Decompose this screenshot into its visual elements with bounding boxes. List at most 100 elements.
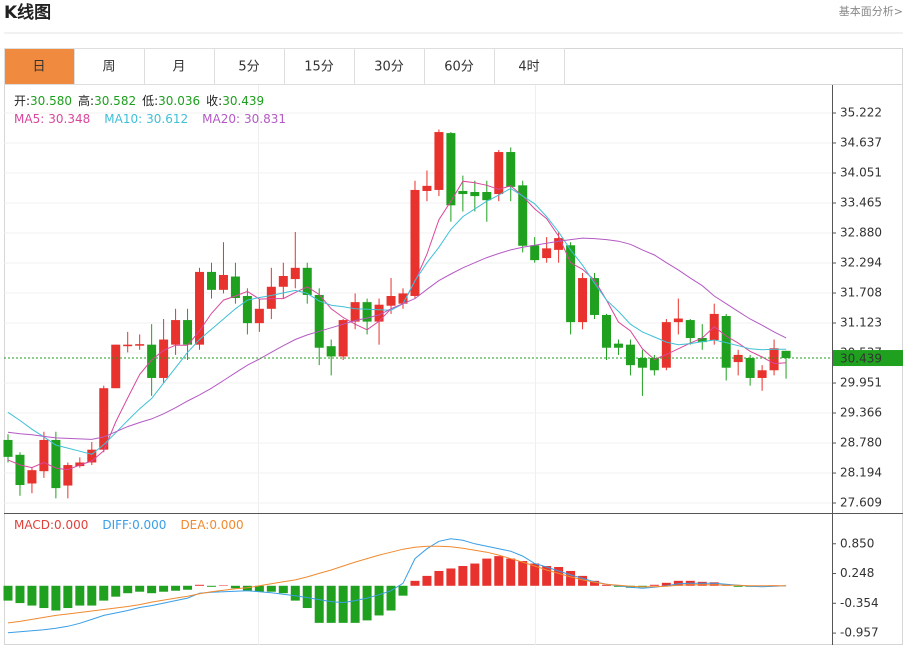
- legend-value: 0.000: [132, 518, 166, 532]
- tab-label[interactable]: 月: [172, 60, 185, 75]
- candle-body: [518, 185, 528, 246]
- candle-body: [314, 294, 324, 348]
- tab-label[interactable]: 周: [102, 60, 115, 75]
- candle-body: [206, 271, 216, 290]
- macd-bar: [506, 558, 516, 586]
- candle-body: [87, 449, 97, 463]
- tab-label[interactable]: 5分: [238, 60, 259, 75]
- tab-bg[interactable]: [4, 48, 75, 85]
- legend-value: 30.036: [158, 94, 200, 108]
- candle-body: [733, 354, 743, 363]
- y-tick-label: 0.850: [840, 536, 874, 550]
- legend-label: DEA:: [180, 518, 209, 532]
- y-tick-label: -0.957: [840, 626, 879, 640]
- candle-body: [506, 152, 516, 187]
- candle-body: [685, 320, 695, 338]
- macd-bar: [254, 585, 264, 592]
- candle-body: [195, 271, 205, 345]
- candle-body: [386, 295, 396, 306]
- candle-body: [230, 276, 240, 299]
- candle-body: [338, 320, 348, 357]
- y-tick-label: 35.222: [840, 106, 882, 120]
- macd-bar: [302, 585, 312, 609]
- legend-label: MA5:: [14, 112, 44, 126]
- candle-body: [769, 348, 779, 371]
- legend-label: DIFF:: [102, 518, 132, 532]
- tab-label[interactable]: 4时: [518, 60, 539, 75]
- tab-bg[interactable]: [284, 48, 355, 85]
- macd-bar: [314, 585, 324, 623]
- candle-body: [326, 346, 336, 357]
- candle-body: [470, 191, 480, 197]
- candle-body: [542, 248, 552, 259]
- y-tick-label: 31.708: [840, 286, 882, 300]
- macd-bar: [458, 566, 468, 586]
- candle-body: [51, 439, 61, 489]
- legend-value: 30.612: [146, 112, 188, 126]
- candle-body: [123, 344, 133, 347]
- legend-label: MA10:: [104, 112, 142, 126]
- macd-bar: [434, 570, 444, 586]
- legend-value: 0.000: [209, 518, 243, 532]
- candle-body: [398, 293, 408, 304]
- candle-body: [147, 344, 157, 378]
- candle-body: [171, 320, 181, 345]
- candle-body: [554, 238, 564, 250]
- macd-bar: [410, 580, 420, 586]
- candle-body: [697, 338, 707, 343]
- candle-body: [362, 302, 372, 322]
- macd-bar: [159, 585, 169, 592]
- macd-bar: [386, 585, 396, 611]
- candle-body: [637, 357, 647, 368]
- macd-bar: [206, 585, 216, 587]
- legend-label: MACD:: [14, 518, 54, 532]
- macd-bar: [422, 575, 432, 586]
- legend-value: 30.439: [222, 94, 264, 108]
- candle-body: [494, 152, 504, 195]
- tab-label[interactable]: 60分: [444, 60, 474, 75]
- legend-label: 低:: [142, 94, 158, 108]
- macd-bar: [290, 585, 300, 601]
- tab-label[interactable]: 15分: [304, 60, 334, 75]
- candle-body: [218, 274, 228, 290]
- candle-body: [159, 339, 169, 378]
- candle-body: [458, 190, 468, 195]
- candle-body: [254, 308, 264, 324]
- macd-bar: [51, 585, 61, 611]
- y-tick-label: 33.465: [840, 196, 882, 210]
- macd-bar: [27, 585, 37, 606]
- tab-bg[interactable]: [74, 48, 145, 85]
- tab-label[interactable]: 日: [32, 60, 45, 75]
- macd-bar: [590, 580, 600, 586]
- ma-legend: MA5: 30.348 MA10: 30.612 MA20: 30.831: [14, 112, 286, 126]
- candle-body: [625, 344, 635, 366]
- candle-body: [673, 318, 683, 323]
- y-tick-label: -0.354: [840, 596, 879, 610]
- tab-bg[interactable]: [494, 48, 565, 85]
- macd-bar: [697, 581, 707, 586]
- legend-label: 收:: [206, 94, 222, 108]
- candle-body: [446, 133, 456, 206]
- candle-body: [482, 191, 492, 201]
- tab-bg[interactable]: [144, 48, 215, 85]
- macd-bar: [530, 563, 540, 586]
- macd-bar: [482, 558, 492, 586]
- legend-label: 高:: [78, 93, 94, 108]
- tab-label[interactable]: 30分: [374, 60, 404, 75]
- y-tick-label: 0.248: [840, 566, 874, 580]
- legend-value: 0.000: [54, 518, 88, 532]
- macd-bar: [326, 585, 336, 623]
- last-price-label: 30.439: [840, 352, 882, 366]
- candle-body: [602, 314, 611, 348]
- macd-bar: [63, 585, 73, 609]
- candle-body: [290, 267, 300, 280]
- candle-body: [63, 465, 73, 486]
- macd-bar: [183, 585, 193, 590]
- macd-bar: [278, 585, 288, 594]
- ohlc-legend: 开:30.580 高:30.582 低:30.036 收:30.439: [14, 93, 264, 108]
- y-tick-label: 28.780: [840, 436, 882, 450]
- macd-bar: [518, 561, 528, 586]
- analysis-link[interactable]: 基本面分析>: [839, 4, 903, 18]
- macd-bar: [374, 585, 384, 616]
